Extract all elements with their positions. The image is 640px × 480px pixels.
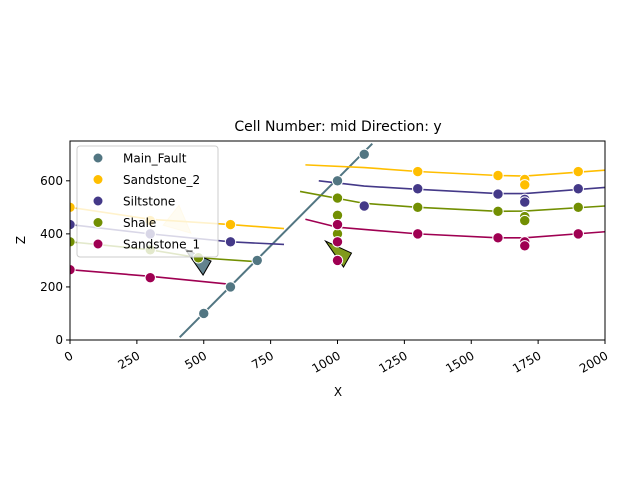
siltstone-boundary-line — [318, 180, 605, 195]
legend-box — [76, 145, 219, 258]
legend-marker — [92, 195, 104, 207]
legend-marker — [92, 217, 104, 228]
y-tick-label: 200 — [40, 280, 63, 294]
legend-label: Sandstone_1 — [123, 238, 200, 252]
main-fault-point — [331, 175, 344, 187]
sandstone-1-point — [331, 254, 344, 267]
legend-label: Main_Fault — [123, 152, 187, 166]
y-tick-label: 400 — [40, 227, 63, 241]
legend: Main_Fault Sandstone_2 Siltstone Shale Sands… — [76, 145, 219, 258]
shale-point — [519, 214, 531, 227]
sandstone-1-point — [331, 236, 344, 248]
sandstone-2-point — [224, 218, 237, 231]
legend-marker — [92, 238, 104, 250]
main-fault-point — [358, 148, 370, 160]
sandstone-2-point — [492, 169, 504, 182]
shale-point — [412, 201, 424, 214]
chart-title: Cell Number: mid Direction: y — [234, 119, 441, 135]
sandstone-1-point — [572, 228, 584, 240]
legend-marker — [92, 174, 104, 185]
siltstone-point — [358, 200, 370, 212]
main-fault-point — [251, 254, 263, 267]
shale-boundary-line — [299, 190, 605, 213]
siltstone-point — [492, 188, 504, 200]
sandstone-1-point — [331, 218, 344, 231]
sandstone-2-boundary-line — [305, 164, 605, 177]
siltstone-point — [412, 183, 424, 195]
legend-label: Siltstone — [123, 195, 175, 209]
legend-marker — [92, 152, 104, 164]
sandstone-1-point — [519, 240, 531, 252]
main-fault-point — [198, 307, 210, 320]
legend-label: Shale — [123, 216, 156, 230]
sandstone-2-point — [572, 165, 584, 178]
siltstone-point — [519, 196, 531, 208]
sandstone-2-point — [519, 179, 531, 191]
sandstone-1-point — [144, 271, 156, 284]
shale-point — [492, 205, 504, 218]
x-axis-label: X — [334, 385, 342, 399]
main-fault-point — [224, 281, 237, 293]
y-axis-label: Z — [14, 236, 28, 244]
siltstone-point — [572, 183, 584, 195]
sandstone-1-point — [492, 232, 504, 244]
shale-point — [572, 201, 584, 214]
y-tick-label: 0 — [55, 333, 63, 347]
legend-label: Sandstone_2 — [123, 173, 200, 187]
siltstone-point — [224, 236, 237, 248]
sandstone-1-point — [412, 228, 424, 240]
sandstone-2-point — [412, 165, 424, 178]
y-tick-label: 600 — [40, 174, 63, 188]
shale-point — [331, 192, 344, 204]
